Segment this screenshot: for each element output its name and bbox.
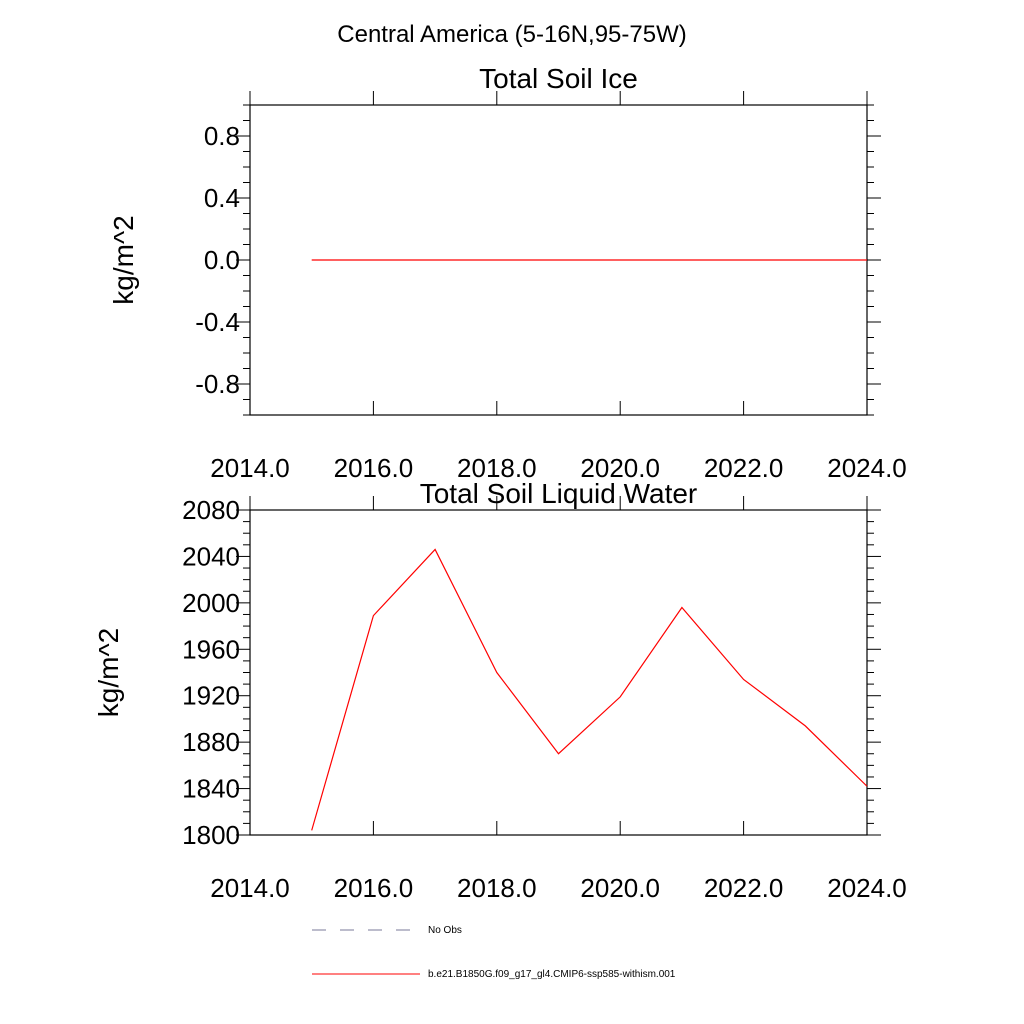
main-title: Central America (5-16N,95-75W) — [337, 21, 686, 48]
soil-liquid-water-x-tick-label: 2020.0 — [580, 873, 660, 903]
soil-liquid-water-y-tick-label: 1880 — [182, 727, 240, 757]
soil-ice-title: Total Soil Ice — [479, 63, 638, 94]
legend-label-model: b.e21.B1850G.f09_g17_gl4.CMIP6-ssp585-wi… — [428, 969, 676, 980]
soil-liquid-water-title: Total Soil Liquid Water — [420, 478, 698, 509]
soil-liquid-water-x-tick-label: 2016.0 — [334, 873, 414, 903]
soil-ice-x-tick-label: 2018.0 — [457, 453, 537, 483]
soil-liquid-water-series-line — [311, 548, 868, 831]
soil-liquid-water-y-tick-label: 2080 — [182, 495, 240, 525]
soil-ice-panel: Total Soil Ice kg/m^2 2014.0 2016.0 2018.0 20… — [108, 63, 907, 483]
soil-liquid-water-y-tick-label: 2040 — [182, 541, 240, 571]
soil-liquid-water-ylabel: kg/m^2 — [93, 628, 124, 717]
soil-ice-y-tick-label: -0.4 — [195, 307, 240, 337]
soil-ice-y-tick-label: 0.4 — [204, 183, 240, 213]
soil-ice-x-tick-label: 2024.0 — [827, 453, 907, 483]
soil-ice-ylabel: kg/m^2 — [108, 215, 139, 304]
soil-liquid-water-y-tick-label: 1840 — [182, 774, 240, 804]
soil-ice-y-tick-label: 0.8 — [204, 121, 240, 151]
soil-ice-y-tick-label: 0.0 — [204, 245, 240, 275]
soil-liquid-water-x-tick-label: 2018.0 — [457, 873, 537, 903]
soil-liquid-water-y-tick-label: 1960 — [182, 634, 240, 664]
soil-liquid-water-y-tick-label: 1800 — [182, 820, 240, 850]
soil-ice-x-tick-label: 2014.0 — [210, 453, 290, 483]
soil-liquid-water-y-tick-label: 2000 — [182, 588, 240, 618]
soil-liquid-water-x-tick-label: 2022.0 — [704, 873, 784, 903]
soil-ice-x-tick-label: 2016.0 — [334, 453, 414, 483]
legend-label-no-obs: No Obs — [428, 925, 462, 936]
legend: No Obs b.e21.B1850G.f09_g17_gl4.CMIP6-ss… — [312, 925, 676, 980]
soil-liquid-water-panel: Total Soil Liquid Water kg/m^2 2014.0 2016.… — [93, 478, 907, 903]
soil-liquid-water-x-tick-label: 2014.0 — [210, 873, 290, 903]
soil-liquid-water-axis-frame — [249, 509, 868, 836]
soil-ice-y-tick-label: -0.8 — [195, 369, 240, 399]
soil-ice-x-tick-label: 2020.0 — [580, 453, 660, 483]
soil-liquid-water-x-tick-label: 2024.0 — [827, 873, 907, 903]
soil-ice-x-tick-label: 2022.0 — [704, 453, 784, 483]
soil-liquid-water-y-tick-label: 1920 — [182, 681, 240, 711]
